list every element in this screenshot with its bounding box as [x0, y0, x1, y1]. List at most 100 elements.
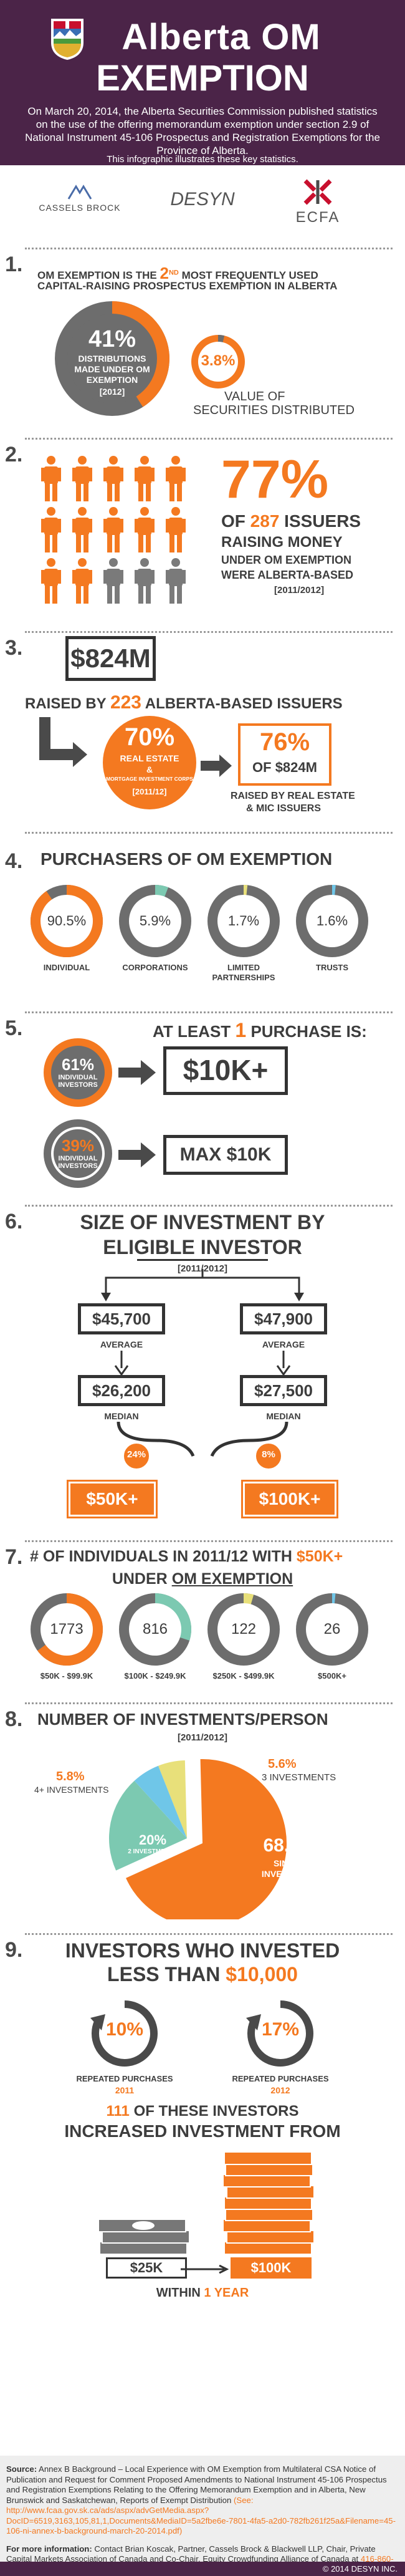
alberta-issuers-percent: 77%	[221, 450, 329, 509]
issuer-count: 223	[110, 692, 141, 713]
headline-rank-suffix: ND	[168, 269, 179, 277]
slice-single-pct: 68.7%	[263, 1835, 317, 1856]
repeat-2011-cycle-icon	[90, 2000, 158, 2067]
distributions-donut-chart	[55, 301, 169, 416]
repeat-2012-label: REPEATED PURCHASES	[232, 2074, 329, 2083]
investment-size-year: [2011/2012]	[177, 1263, 228, 1274]
section-1-headline: OM EXEMPTION IS THE 2ND MOST FREQUENTLY …	[37, 264, 386, 283]
individuals-donuts: 1773 $50K - $99.9K 816 $100K - $249.9K 122 $2…	[0, 1533, 405, 1689]
issuers-text: ISSUERS	[284, 511, 361, 531]
section-2-divider	[25, 438, 393, 440]
title-line-2: EXEMPTION	[96, 58, 309, 99]
right-arrow-icon	[201, 755, 232, 777]
individuals-label: $50K - $99.9K	[40, 1671, 93, 1681]
section-9-number: 9.	[5, 1938, 23, 1962]
alberta-crest-icon	[51, 19, 83, 60]
section-1-headline-2: CAPITAL-RAISING PROSPECTUS EXEMPTION IN …	[37, 280, 338, 292]
under-10k-title: INVESTORS WHO INVESTED	[65, 1939, 340, 1962]
person-icon	[166, 558, 186, 604]
person-icon	[103, 507, 123, 552]
range-arrow-icon	[181, 2265, 229, 2274]
sponsor-logos: CASSELS BROCK DESYN ECFA	[0, 165, 405, 234]
repeat-2012-year: 2012	[270, 2085, 290, 2095]
under-10k-title-2: LESS THAN $10,000	[0, 1963, 405, 1986]
purchase-count: 1	[235, 1019, 247, 1041]
purchaser-value: 5.9%	[139, 912, 171, 929]
section-4-number: 4.	[5, 849, 23, 873]
issuers-line-3: UNDER OM EXEMPTION	[221, 554, 352, 566]
bracket-50k-box: $50K+	[67, 1480, 158, 1518]
investments-pie-chart	[109, 1759, 287, 1919]
section-2-number: 2.	[5, 443, 23, 466]
individuals-title-amount: $50K+	[296, 1548, 343, 1565]
individuals-value: 816	[142, 1620, 168, 1638]
om-exemption-text: OM EXEMPTION	[171, 1570, 293, 1588]
investor-61-label: INDIVIDUAL INVESTORS	[58, 1074, 98, 1089]
individuals-donut-hole	[129, 1603, 181, 1656]
pct-left-badge	[122, 1442, 151, 1470]
source-text: Annex B Background – Local Experience wi…	[6, 2464, 387, 2505]
pie-slice	[158, 1760, 187, 1838]
value-10k-plus-box: $10K+	[163, 1046, 288, 1095]
purchaser-value: 90.5%	[47, 912, 87, 929]
cassels-brock-name: CASSELS BROCK	[39, 203, 121, 213]
headline-part-b: MOST FREQUENTLY USED	[181, 269, 318, 281]
info-text: Contact Brian Koscak, Partner, Cassels B…	[6, 2544, 376, 2564]
max-10k-box: MAX $10K	[163, 1135, 288, 1175]
section-8: 8. NUMBER OF INVESTMENTS/PERSON [2011/20…	[0, 1695, 405, 1919]
individuals-value: 1773	[50, 1620, 83, 1638]
individuals-donut-hole	[306, 1603, 358, 1656]
section-9: 9. INVESTORS WHO INVESTED LESS THAN $10,…	[0, 1926, 405, 2188]
pct-left-value: 24%	[126, 1449, 146, 1460]
pct-right-value: 8%	[262, 1449, 275, 1460]
investments-person-title: NUMBER OF INVESTMENTS/PERSON	[37, 1710, 328, 1729]
investors-count: 111	[106, 2103, 130, 2120]
raised-by-label-2: & MIC ISSUERS	[246, 803, 322, 814]
investors-count-line: 111 OF THESE INVESTORS	[0, 2103, 405, 2120]
section-3-number: 3.	[5, 636, 23, 660]
investments-person-year: [2011/2012]	[177, 1732, 228, 1743]
split-connector-icon	[101, 1269, 304, 1301]
purchaser-donut	[119, 885, 191, 957]
info-paragraph: For more information: Contact Brian Kosc…	[6, 2544, 399, 2575]
purchaser-label: INDIVIDUAL	[43, 963, 90, 972]
median-right-box: $27,500	[240, 1375, 327, 1406]
intro-subtitle: This infographic illustrates these key s…	[107, 154, 298, 165]
headline-part-a: OM EXEMPTION IS THE	[37, 269, 157, 281]
real-estate-year: [2011/12]	[132, 787, 167, 796]
repeat-2012-cycle-icon	[246, 2000, 313, 2067]
repeat-2011-label: REPEATED PURCHASES	[76, 2074, 173, 2083]
source-paragraph: Source: Annex B Background – Local Exper…	[6, 2464, 399, 2537]
within-text: WITHIN	[156, 2286, 201, 2300]
slice-two-label: 2 INVESTMENTS	[128, 1848, 178, 1855]
pie-slice	[126, 1759, 287, 1919]
purchasers-title: PURCHASERS OF OM EXEMPTION	[40, 849, 333, 869]
real-estate-circle	[103, 716, 196, 809]
section-1-divider	[25, 248, 393, 249]
individuals-title-text: # OF INDIVIDUALS IN 2011/12 WITH	[30, 1548, 292, 1565]
desyn-logo: DESYN	[170, 189, 235, 210]
real-estate-label: REAL ESTATE	[120, 753, 179, 763]
average-right-label: AVERAGE	[262, 1339, 305, 1349]
section-6-number: 6.	[5, 1210, 23, 1233]
section-6: 6. SIZE OF INVESTMENT BY ELIGIBLE INVEST…	[0, 1197, 405, 1478]
issuers-year: [2011/2012]	[274, 585, 325, 596]
bracket-100k-box: $100K+	[241, 1480, 338, 1518]
source-link[interactable]: (See: http://www.fcaa.gov.sk.ca/ads/aspx…	[6, 2495, 396, 2536]
pie-slice	[134, 1765, 187, 1838]
copyright-bar: © 2014 DESYN INC.	[0, 2562, 405, 2576]
repeat-2011-percent: 10%	[105, 2019, 144, 2040]
person-icon	[41, 558, 61, 604]
purchaser-donut-hole	[217, 895, 270, 947]
to-amount-box: $100K	[231, 2257, 312, 2279]
individuals-donut	[296, 1593, 368, 1666]
real-estate-percent: 70%	[124, 723, 175, 751]
individuals-donut	[31, 1593, 103, 1666]
footer-text: Source: Annex B Background – Local Exper…	[6, 2464, 399, 2575]
section-3: 3. $824M RAISED BY 223 ALBERTA-BASED ISS…	[0, 624, 405, 814]
slice-single-label: SINGLE INVESTMENT	[261, 1858, 318, 1879]
person-icon	[135, 507, 155, 552]
section-8-number: 8.	[5, 1707, 23, 1731]
value-label-1: VALUE OF	[224, 390, 285, 403]
